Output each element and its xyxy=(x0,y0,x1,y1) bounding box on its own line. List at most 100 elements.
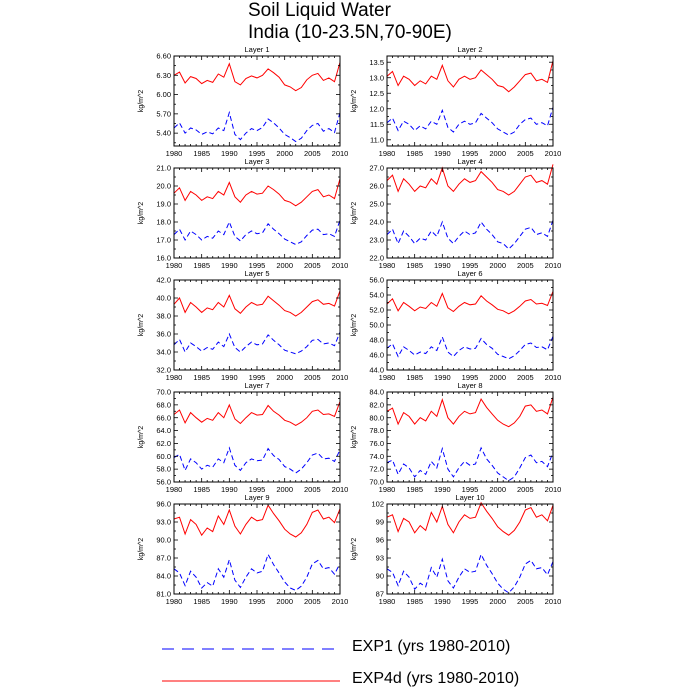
y-tick-label-layer-2: 11.5 xyxy=(370,120,384,129)
y-axis-label-layer-5: kg/m^2 xyxy=(138,314,145,336)
y-tick-label-layer-3: 20.0 xyxy=(156,182,171,191)
y-tick-label-layer-8: 74.0 xyxy=(369,452,384,461)
x-tick-label-layer-5: 2005 xyxy=(304,373,321,382)
x-tick-label-layer-3: 1990 xyxy=(221,261,238,270)
y-tick-label-layer-6: 52.0 xyxy=(369,306,384,315)
series-line-exp4d-layer-9 xyxy=(173,504,341,538)
series-line-exp1-layer-3 xyxy=(173,220,341,246)
y-tick-label-layer-8: 72.0 xyxy=(369,465,384,474)
y-tick-label-layer-10: 87 xyxy=(376,590,384,599)
x-tick-label-layer-6: 1995 xyxy=(462,373,479,382)
panel-title-layer-1: Layer 1 xyxy=(244,45,269,54)
y-tick-label-layer-5: 36.0 xyxy=(156,330,171,339)
x-tick-label-layer-10: 1985 xyxy=(406,597,423,606)
panel-layer-1: Layer 1 kg/m^2 1980 1985 1990 1995 2000 2005 201… xyxy=(138,45,348,158)
x-tick-label-layer-6: 1985 xyxy=(406,373,423,382)
x-tick-label-layer-2: 2010 xyxy=(545,149,562,158)
x-tick-label-layer-7: 1980 xyxy=(166,485,183,494)
series-line-exp1-layer-4 xyxy=(386,220,554,250)
panel-title-layer-2: Layer 2 xyxy=(457,45,482,54)
panel-title-layer-10: Layer 10 xyxy=(455,493,484,502)
x-tick-label-layer-6: 2000 xyxy=(489,373,506,382)
x-tick-label-layer-4: 1995 xyxy=(462,261,479,270)
panel-title-layer-7: Layer 7 xyxy=(244,381,269,390)
panel-layer-2: Layer 2 kg/m^2 1980 1985 1990 1995 2000 2005 201… xyxy=(351,45,561,158)
panel-title-layer-3: Layer 3 xyxy=(244,157,269,166)
y-tick-label-layer-7: 70.0 xyxy=(156,388,171,397)
y-tick-label-layer-6: 50.0 xyxy=(369,321,384,330)
y-tick-label-layer-10: 90 xyxy=(376,572,384,581)
x-tick-label-layer-7: 2000 xyxy=(276,485,293,494)
y-tick-label-layer-10: 102 xyxy=(371,500,384,509)
y-axis-label-layer-2: kg/m^2 xyxy=(351,90,358,112)
y-tick-label-layer-9: 81.0 xyxy=(156,590,171,599)
y-tick-label-layer-5: 40.0 xyxy=(156,294,171,303)
legend-label-exp1: EXP1 (yrs 1980-2010) xyxy=(352,638,511,655)
y-tick-label-layer-9: 87.0 xyxy=(156,554,171,563)
x-tick-label-layer-3: 1980 xyxy=(166,261,183,270)
x-tick-label-layer-6: 2010 xyxy=(545,373,562,382)
y-tick-label-layer-10: 93 xyxy=(376,554,384,563)
y-tick-label-layer-1: 5.40 xyxy=(156,129,171,138)
series-line-exp4d-layer-3 xyxy=(173,178,341,207)
y-tick-label-layer-3: 19.0 xyxy=(156,200,171,209)
y-tick-label-layer-7: 64.0 xyxy=(156,426,171,435)
y-tick-label-layer-7: 66.0 xyxy=(156,413,171,422)
x-tick-label-layer-9: 1995 xyxy=(249,597,266,606)
x-tick-label-layer-3: 2000 xyxy=(276,261,293,270)
series-line-exp4d-layer-1 xyxy=(173,62,341,92)
y-tick-label-layer-8: 70.0 xyxy=(369,478,384,487)
y-tick-label-layer-4: 25.0 xyxy=(369,200,384,209)
series-line-exp4d-layer-8 xyxy=(386,396,554,428)
plot-frame-layer-10 xyxy=(386,503,554,595)
x-tick-label-layer-9: 1990 xyxy=(221,597,238,606)
panel-title-layer-9: Layer 9 xyxy=(244,493,269,502)
y-tick-label-layer-4: 24.0 xyxy=(369,218,384,227)
y-tick-label-layer-7: 56.0 xyxy=(156,478,171,487)
x-tick-label-layer-3: 2005 xyxy=(304,261,321,270)
panel-layer-9: Layer 9 kg/m^2 1980 1985 1990 1995 2000 2005 201… xyxy=(138,493,348,606)
series-line-exp4d-layer-2 xyxy=(386,60,554,93)
y-tick-label-layer-3: 17.0 xyxy=(156,236,171,245)
y-tick-label-layer-9: 90.0 xyxy=(156,536,171,545)
y-tick-label-layer-7: 60.0 xyxy=(156,452,171,461)
x-tick-label-layer-2: 1985 xyxy=(406,149,423,158)
x-tick-label-layer-1: 1995 xyxy=(249,149,266,158)
y-tick-label-layer-8: 80.0 xyxy=(369,413,384,422)
x-tick-label-layer-6: 1980 xyxy=(379,373,396,382)
x-tick-label-layer-1: 1980 xyxy=(166,149,183,158)
x-tick-label-layer-7: 2005 xyxy=(304,485,321,494)
y-tick-label-layer-4: 27.0 xyxy=(369,164,384,173)
x-tick-label-layer-5: 1985 xyxy=(193,373,210,382)
y-tick-label-layer-2: 12.0 xyxy=(369,104,384,113)
series-line-exp1-layer-5 xyxy=(173,332,341,355)
x-tick-label-layer-9: 2000 xyxy=(276,597,293,606)
x-tick-label-layer-10: 1995 xyxy=(462,597,479,606)
x-tick-label-layer-8: 2000 xyxy=(489,485,506,494)
chart-title: Soil Liquid Water xyxy=(248,0,391,21)
y-tick-label-layer-5: 38.0 xyxy=(156,312,171,321)
x-tick-label-layer-5: 1995 xyxy=(249,373,266,382)
plot-frame-layer-9 xyxy=(173,503,341,595)
x-tick-label-layer-1: 1990 xyxy=(221,149,238,158)
y-tick-label-layer-4: 23.0 xyxy=(369,236,384,245)
x-tick-label-layer-1: 1985 xyxy=(193,149,210,158)
y-tick-label-layer-9: 96.0 xyxy=(156,500,171,509)
plot-frame-layer-5 xyxy=(173,279,341,371)
y-tick-label-layer-2: 13.0 xyxy=(369,73,384,82)
plot-frame-layer-7 xyxy=(173,391,341,483)
y-axis-label-layer-4: kg/m^2 xyxy=(351,202,358,224)
y-tick-label-layer-1: 6.00 xyxy=(156,90,171,99)
x-tick-label-layer-4: 2000 xyxy=(489,261,506,270)
x-tick-label-layer-9: 1980 xyxy=(166,597,183,606)
x-tick-label-layer-10: 2005 xyxy=(517,597,534,606)
series-line-exp4d-layer-4 xyxy=(386,164,554,196)
y-tick-label-layer-2: 12.5 xyxy=(369,89,384,98)
panel-layer-6: Layer 6 kg/m^2 1980 1985 1990 1995 2000 2005 201… xyxy=(351,269,561,382)
y-tick-label-layer-3: 21.0 xyxy=(156,164,171,173)
y-tick-label-layer-3: 18.0 xyxy=(156,218,171,227)
x-tick-label-layer-5: 1980 xyxy=(166,373,183,382)
x-tick-label-layer-10: 2000 xyxy=(489,597,506,606)
y-tick-label-layer-1: 6.30 xyxy=(156,71,171,80)
